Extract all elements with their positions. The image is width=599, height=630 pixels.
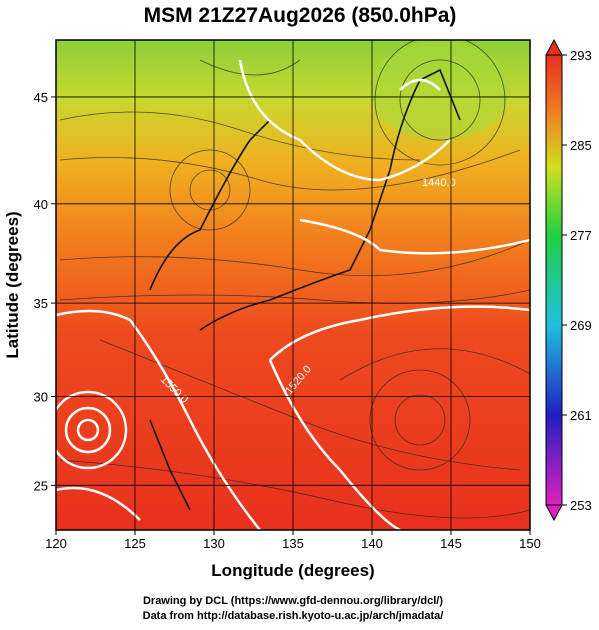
- x-tick-label: 145: [440, 536, 462, 551]
- x-axis-label: Longitude (degrees): [211, 561, 374, 580]
- x-tick-label: 150: [519, 536, 541, 551]
- credit-line: Data from http://database.rish.kyoto-u.a…: [143, 610, 444, 622]
- colorbar-tick-label: 277: [570, 228, 592, 243]
- colorbar-tick-label: 261: [570, 408, 592, 423]
- x-tick-label: 120: [45, 536, 67, 551]
- x-tick-label: 130: [203, 536, 225, 551]
- colorbar-tick-label: 285: [570, 138, 592, 153]
- colorbar-tick-label: 269: [570, 318, 592, 333]
- x-tick-label: 140: [361, 536, 383, 551]
- y-tick-label: 30: [34, 389, 48, 404]
- field: 1550.0 1520.0 1440.0: [56, 40, 530, 530]
- title: MSM 21Z27Aug2026 (850.0hPa): [144, 4, 457, 27]
- x-tick-label: 125: [124, 536, 146, 551]
- y-axis-label: Latitude (degrees): [3, 211, 22, 358]
- y-tick-label: 40: [34, 197, 48, 212]
- credit-line: Drawing by DCL (https://www.gfd-dennou.o…: [143, 595, 443, 607]
- plot-frame: [55, 39, 531, 531]
- y-tick-label: 45: [34, 90, 48, 105]
- colorbar: [545, 38, 563, 522]
- colorbar-tick-label: 293: [570, 48, 592, 63]
- colorbar-tick-label: 253: [570, 498, 592, 513]
- y-tick-label: 25: [34, 478, 48, 493]
- y-tick-label: 35: [34, 296, 48, 311]
- x-tick-label: 135: [282, 536, 304, 551]
- axes: 120 125 130 135 140 145 150 25 30 35 40 45 253 261 269…: [34, 40, 592, 551]
- colorbar-scale: [545, 54, 563, 506]
- colorbar-min-arrow: [545, 504, 563, 522]
- contour-label: 1440.0: [422, 177, 456, 189]
- colorbar-max-arrow: [545, 38, 563, 56]
